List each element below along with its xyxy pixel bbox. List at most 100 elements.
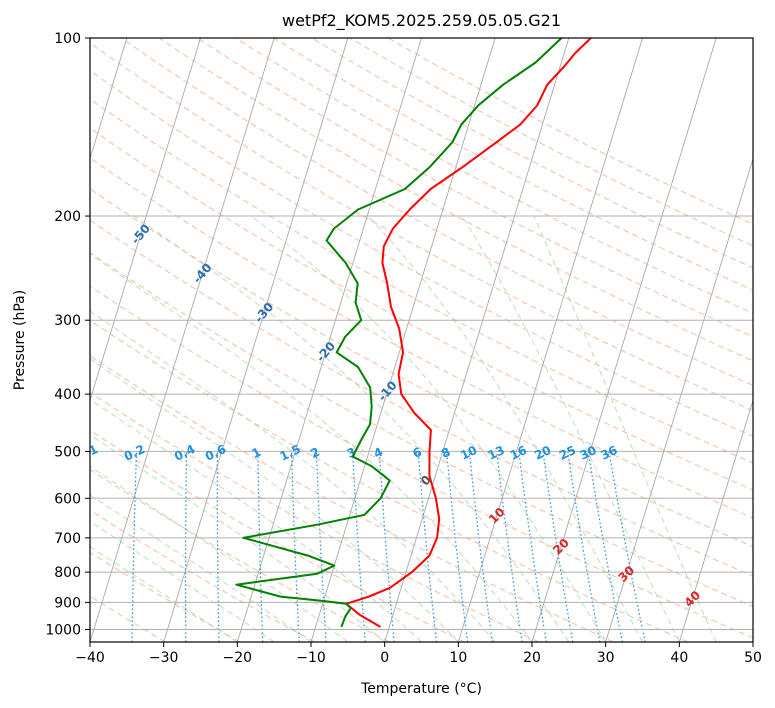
x-tick-label: 40	[670, 650, 688, 666]
mixing-ratio-line	[378, 451, 395, 642]
isotherm-line	[531, 38, 717, 642]
dry-adiabat-label: 20	[550, 536, 572, 558]
mixing-ratio-label: 8	[439, 445, 452, 461]
isotherm-label: -10	[375, 378, 400, 404]
dry-adiabat-line	[90, 70, 753, 437]
y-tick-label: 100	[54, 31, 81, 47]
isotherm-line	[90, 38, 128, 161]
mixing-ratio-line	[417, 451, 437, 642]
mixing-ratio-line	[542, 451, 574, 642]
dry-adiabat-line	[90, 285, 753, 639]
dry-adiabat-line	[90, 595, 166, 642]
mixing-ratio-line	[567, 451, 601, 642]
isotherm-line	[678, 398, 753, 642]
x-tick-label: −40	[75, 650, 105, 666]
y-tick-label: 500	[54, 444, 81, 460]
dry-adiabat-line	[90, 188, 753, 548]
dry-adiabat-line	[90, 551, 241, 642]
pressure-grid	[90, 38, 753, 630]
mixing-ratio-line	[90, 451, 91, 457]
y-axis-ticks: 100 200 300 400 500 600 700 800 900 1000	[45, 31, 90, 638]
x-axis-label: Temperature (°C)	[360, 681, 482, 697]
mixing-ratio-label: 16	[508, 443, 529, 463]
mixing-ratio-line	[257, 451, 264, 642]
y-tick-label: 700	[54, 531, 81, 547]
x-tick-label: 20	[523, 650, 541, 666]
dry-adiabat-line	[90, 157, 753, 519]
moist-adiabat-line	[90, 520, 275, 642]
x-tick-label: 30	[597, 650, 615, 666]
mixing-ratio-line	[446, 451, 469, 642]
isotherm-line	[310, 38, 496, 642]
dry-adiabat-line	[90, 319, 689, 642]
dry-adiabat-line	[235, 38, 753, 314]
isotherm-line	[90, 38, 275, 642]
moist-adiabat-line	[90, 398, 422, 642]
isotherm-label: -30	[252, 300, 277, 326]
mixing-ratio-line	[216, 451, 220, 642]
x-tick-label: −30	[149, 650, 179, 666]
isotherm-label: -70	[5, 143, 30, 169]
mixing-ratio-label: 20	[532, 443, 553, 463]
dry-adiabat-line	[311, 38, 753, 269]
dry-adiabat-line	[120, 38, 753, 386]
mixing-ratio-label: 4	[371, 445, 384, 461]
isotherm-label: -50	[128, 221, 153, 247]
mixing-ratio-label: 1	[250, 445, 263, 461]
mixing-ratio-label: 0.2	[122, 442, 147, 464]
moist-adiabat-line	[367, 215, 643, 642]
isotherm-line	[752, 640, 753, 642]
y-tick-label: 1000	[45, 622, 81, 638]
isotherm-label: -20	[313, 339, 338, 365]
dry-adiabat-line	[90, 219, 753, 577]
dry-adiabat-line	[387, 38, 753, 225]
dewpoint-line	[235, 38, 563, 628]
isotherm-line	[90, 38, 201, 402]
moist-adiabat-line	[90, 465, 349, 642]
moist-adiabat-line	[250, 215, 607, 642]
isotherm-line	[384, 38, 570, 642]
mixing-ratio-line	[468, 451, 493, 642]
y-tick-label: 400	[54, 387, 81, 403]
mixing-ratio-label: 13	[486, 443, 507, 463]
mixing-ratio-line	[131, 451, 138, 642]
moist-adiabat-line	[90, 253, 533, 642]
moist-adiabat-line	[533, 215, 717, 642]
x-tick-label: −10	[296, 650, 326, 666]
plot-frame	[89, 37, 754, 643]
plot-layer: 0.10.20.40.611.52346810131620253036-100-…	[5, 38, 753, 642]
y-tick-label: 300	[54, 313, 81, 329]
mixing-ratio-line	[291, 451, 300, 642]
mixing-ratio-label: 25	[557, 443, 578, 463]
isotherm-label: -40	[190, 261, 215, 287]
dry-adiabat-line	[90, 98, 753, 464]
temperature-line	[345, 38, 592, 628]
mixing-ratio-line	[315, 451, 327, 642]
dry-adiabat-line	[158, 38, 753, 362]
x-axis-ticks: −40 −30 −20 −10 0 10 20 30 40 50	[75, 642, 762, 666]
mixing-ratio-label: 10	[458, 443, 479, 463]
background-lines	[90, 38, 753, 642]
mixing-ratio-label: 2	[308, 445, 321, 461]
mixing-ratio-label: 0.4	[172, 442, 197, 464]
isotherm-line	[236, 38, 422, 642]
mixing-ratio-label: 6	[410, 445, 423, 461]
mixing-ratio-label: 1.5	[278, 442, 303, 464]
moist-adiabat-line	[90, 494, 312, 642]
isotherm-line	[457, 38, 643, 642]
mixing-ratio-line	[518, 451, 547, 642]
x-tick-label: 10	[449, 650, 467, 666]
y-tick-label: 800	[54, 565, 81, 581]
dry-adiabat-line	[90, 391, 540, 642]
dry-adiabat-line	[90, 355, 614, 642]
dry-adiabat-label: 30	[616, 563, 638, 585]
dry-adiabat-line	[273, 38, 753, 291]
dry-adiabat-line	[90, 509, 315, 642]
x-tick-label: 50	[744, 650, 762, 666]
y-tick-label: 900	[54, 595, 81, 611]
dry-adiabat-line	[90, 252, 753, 608]
mixing-ratio-line	[184, 451, 188, 642]
dry-adiabat-line	[90, 468, 390, 642]
y-tick-label: 200	[54, 209, 81, 225]
